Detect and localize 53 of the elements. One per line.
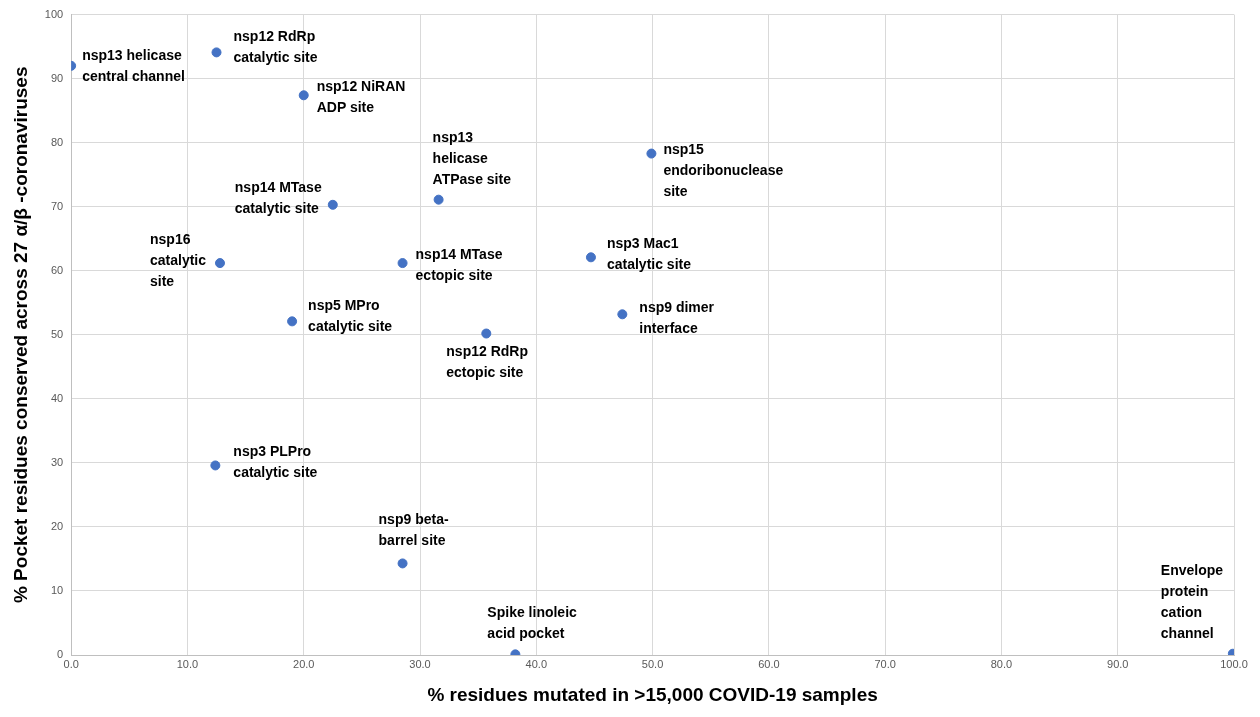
y-tick-label: 50	[50, 327, 64, 340]
annotation: nsp15 endoribonuclease site	[663, 141, 784, 200]
annotation: nsp12 NiRAN ADP site	[316, 78, 406, 116]
point	[397, 558, 408, 569]
y-tick-label: 40	[50, 391, 64, 404]
x-tick-label: 0.0	[63, 657, 79, 670]
point	[646, 148, 657, 159]
x-tick-label: 90.0	[1107, 657, 1129, 670]
point	[397, 258, 408, 269]
x-axis-title: % residues mutated in >15,000 COVID-19 samples	[427, 683, 878, 705]
point	[287, 316, 298, 327]
x-tick-label: 40.0	[525, 657, 547, 670]
point	[481, 328, 492, 339]
annotation: nsp13 helicase central channel	[82, 46, 185, 84]
point	[215, 258, 225, 269]
annotation: nsp3 Mac1 catalytic site	[606, 235, 692, 273]
annotation: Spike linoleic acid pocket	[487, 604, 578, 642]
y-tick-label: 80	[50, 135, 64, 148]
x-tick-label: 30.0	[409, 657, 431, 670]
point	[585, 252, 596, 263]
point	[210, 460, 221, 471]
annotation: nsp3 PLPro catalytic site	[233, 443, 318, 481]
annotation: nsp9 beta-barrel site	[378, 511, 449, 549]
y-tick-label: 10	[50, 583, 64, 596]
annotation: Envelope protein cation channel	[1160, 561, 1224, 641]
x-tick-label: 20.0	[293, 657, 315, 670]
annotation: nsp9 dimer interface	[639, 299, 715, 337]
annotation: nsp5 MPro catalytic site	[308, 297, 393, 335]
y-tick-label: 70	[50, 199, 64, 212]
point	[327, 199, 338, 210]
y-axis-title: % Pocket residues conserved across 27 α/β -coronaviruses	[9, 66, 31, 604]
annotation: nsp12 RdRp catalytic site	[233, 28, 318, 66]
point	[211, 47, 222, 58]
x-tick-label: 70.0	[874, 657, 896, 670]
annotation: nsp12 RdRp ectopic site	[446, 343, 528, 381]
annotation: nsp14 MTase ectopic site	[415, 245, 503, 283]
annotation: nsp13 helicase ATPase site	[432, 128, 512, 187]
y-tick-label: 60	[50, 263, 64, 276]
y-tick-label: 30	[50, 455, 64, 468]
y-tick-label: 100	[44, 7, 64, 20]
x-tick-label: 50.0	[641, 657, 664, 670]
annotation: nsp16 catalytic site	[150, 230, 207, 289]
x-tick-label: 100.0	[1220, 657, 1248, 670]
x-tick-label: 10.0	[176, 657, 199, 670]
point	[298, 90, 309, 101]
y-tick-label: 20	[50, 519, 64, 532]
x-tick-label: 60.0	[758, 657, 780, 670]
point	[433, 194, 444, 205]
point	[617, 309, 628, 320]
y-tick-label: 90	[50, 71, 64, 84]
x-tick-label: 80.0	[990, 657, 1013, 670]
annotation: nsp14 MTase catalytic site	[234, 178, 322, 216]
y-tick-label: 0	[57, 648, 64, 661]
